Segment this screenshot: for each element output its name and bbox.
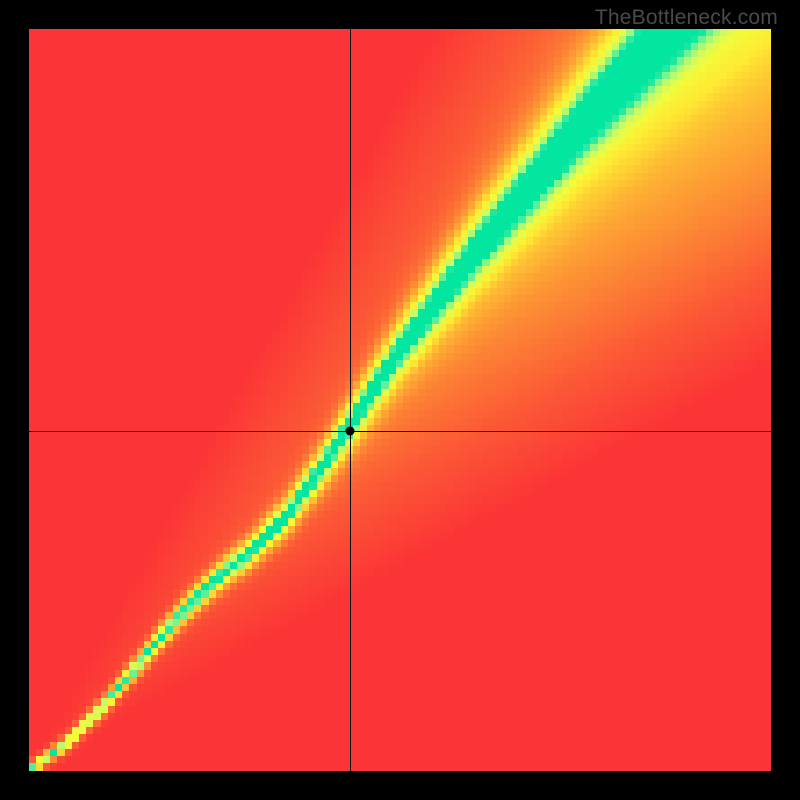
- watermark-text: TheBottleneck.com: [595, 6, 778, 30]
- heatmap-canvas: [29, 29, 771, 771]
- crosshair-vertical: [350, 29, 351, 771]
- selection-marker: [345, 427, 354, 436]
- heatmap-plot: [29, 29, 771, 771]
- crosshair-horizontal: [29, 431, 771, 432]
